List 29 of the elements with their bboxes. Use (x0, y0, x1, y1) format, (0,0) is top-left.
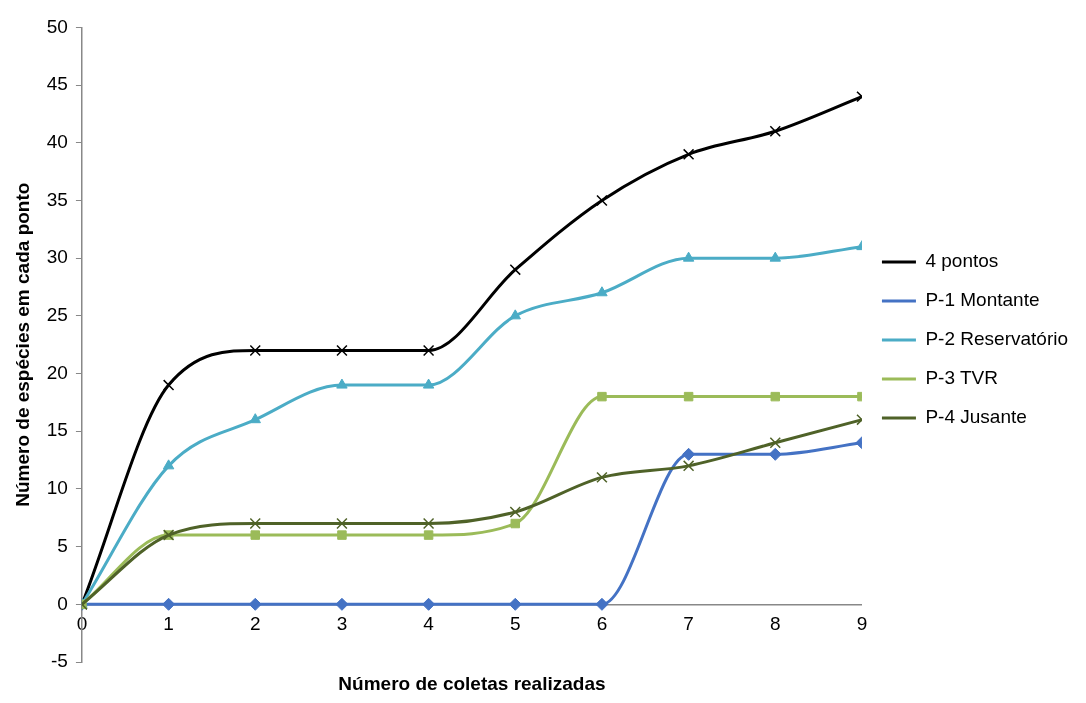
y-tick-label: 5 (57, 534, 68, 556)
x-tick-label: 7 (683, 612, 694, 634)
y-tick-label: 0 (57, 592, 68, 614)
x-tick-label: 3 (336, 612, 348, 634)
legend-label: P-1 Montante (925, 289, 1040, 311)
x-tick-label: 9 (856, 612, 868, 634)
y-tick-label: 15 (46, 419, 68, 441)
y-axis-title: Número de espécies em cada ponto (11, 182, 33, 507)
x-tick-label: 8 (769, 612, 781, 634)
x-axis-title: Número de coletas realizadas (338, 672, 606, 694)
legend-label: P-3 TVR (925, 367, 998, 389)
x-tick-label: 1 (163, 612, 174, 634)
y-tick-label: 20 (46, 361, 68, 383)
legend-label: P-4 Jusante (925, 406, 1027, 428)
y-tick-label: -5 (51, 650, 68, 672)
y-tick-label: 25 (46, 304, 68, 326)
y-tick-label: 10 (46, 477, 68, 499)
x-tick-label: 4 (423, 612, 435, 634)
y-tick-label: 45 (46, 73, 68, 95)
x-tick-label: 2 (249, 612, 261, 634)
y-tick-label: 35 (46, 188, 68, 210)
x-tick-label: 0 (76, 612, 88, 634)
x-tick-label: 5 (509, 612, 521, 634)
y-tick-label: 50 (46, 15, 68, 37)
x-tick-label: 6 (596, 612, 608, 634)
y-tick-label: 40 (46, 131, 68, 153)
legend-label: 4 pontos (925, 250, 999, 272)
y-tick-label: 30 (46, 246, 68, 268)
legend-label: P-2 Reservatório (925, 328, 1069, 350)
